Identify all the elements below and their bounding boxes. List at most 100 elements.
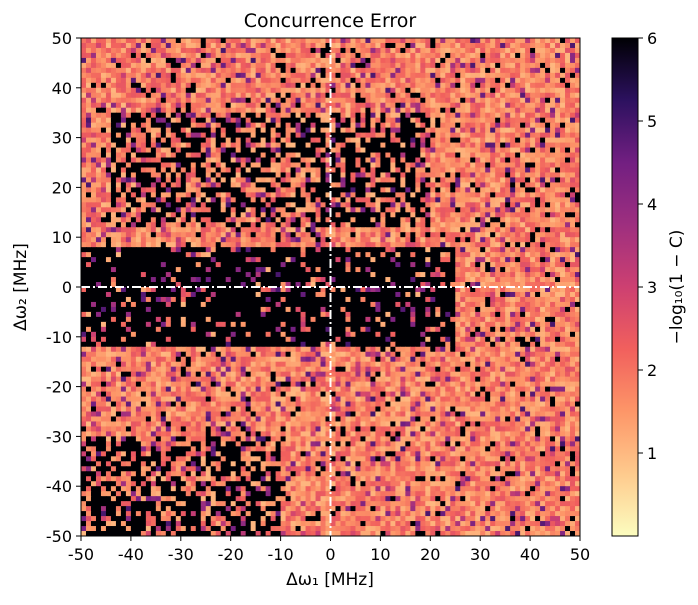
heatmap-cell: [160, 122, 167, 129]
heatmap-cell: [510, 212, 516, 218]
heatmap-cell: [210, 197, 217, 203]
heatmap-cell: [370, 257, 377, 263]
heatmap-cell: [245, 57, 252, 64]
heatmap-cell: [215, 52, 222, 59]
heatmap-cell: [535, 72, 541, 79]
heatmap-cell: [100, 82, 107, 89]
heatmap-cell: [140, 187, 147, 193]
heatmap-cell: [81, 77, 87, 84]
heatmap-cell: [100, 172, 107, 179]
heatmap-cell: [380, 142, 386, 149]
heatmap-cell: [370, 227, 377, 233]
heatmap-cell: [225, 137, 232, 144]
heatmap-cell: [445, 217, 451, 223]
heatmap-cell: [300, 172, 307, 179]
heatmap-cell: [285, 242, 292, 248]
heatmap-cell: [81, 247, 87, 253]
heatmap-cell: [160, 267, 167, 273]
heatmap-cell: [515, 252, 521, 258]
heatmap-cell: [165, 47, 172, 54]
heatmap-cell: [555, 117, 561, 124]
heatmap-cell: [225, 42, 232, 49]
heatmap-cell: [390, 222, 396, 228]
heatmap-cell: [490, 102, 496, 109]
heatmap-cell: [320, 182, 327, 188]
heatmap-cell: [420, 127, 426, 134]
heatmap-cell: [340, 147, 347, 154]
heatmap-cell: [420, 202, 426, 208]
heatmap-cell: [235, 227, 242, 233]
heatmap-cell: [415, 197, 421, 203]
heatmap-cell: [325, 162, 332, 169]
heatmap-cell: [350, 117, 357, 124]
heatmap-cell: [85, 47, 92, 54]
heatmap-cell: [250, 202, 257, 208]
heatmap-cell: [480, 182, 486, 188]
heatmap-cell: [510, 217, 516, 223]
heatmap-cell: [335, 82, 342, 89]
heatmap-cell: [190, 267, 197, 273]
heatmap-cell: [355, 82, 362, 89]
heatmap-cell: [95, 112, 102, 119]
heatmap-cell: [235, 102, 242, 109]
heatmap-cell: [565, 102, 571, 109]
heatmap-cell: [105, 137, 112, 144]
heatmap-cell: [395, 177, 401, 184]
heatmap-cell: [130, 122, 137, 129]
heatmap-cell: [215, 157, 222, 164]
heatmap-cell: [535, 87, 541, 94]
heatmap-cell: [565, 277, 571, 283]
heatmap-cell: [455, 57, 461, 64]
heatmap-cell: [105, 147, 112, 154]
heatmap-cell: [305, 102, 312, 109]
heatmap-cell: [560, 232, 566, 238]
heatmap-cell: [180, 62, 187, 69]
heatmap-cell: [525, 277, 531, 283]
heatmap-cell: [285, 72, 292, 79]
heatmap-cell: [210, 167, 217, 174]
heatmap-cell: [315, 147, 322, 154]
heatmap-cell: [370, 107, 377, 114]
heatmap-cell: [340, 52, 347, 59]
heatmap-cell: [195, 87, 202, 94]
heatmap-cell: [81, 162, 87, 169]
heatmap-cell: [490, 277, 496, 283]
heatmap-cell: [300, 82, 307, 89]
heatmap-cell: [90, 182, 97, 188]
heatmap-cell: [505, 47, 511, 54]
heatmap-cell: [200, 217, 207, 223]
heatmap-cell: [260, 162, 267, 169]
heatmap-cell: [210, 217, 217, 223]
heatmap-cell: [265, 72, 272, 79]
heatmap-cell: [390, 252, 396, 258]
heatmap-cell: [81, 38, 87, 44]
heatmap-cell: [425, 192, 431, 198]
heatmap-cell: [165, 112, 172, 119]
heatmap-cell: [160, 192, 167, 198]
heatmap-cell: [440, 162, 446, 169]
heatmap-cell: [200, 92, 207, 99]
heatmap-cell: [120, 82, 127, 89]
heatmap-cell: [95, 67, 102, 74]
heatmap-cell: [180, 257, 187, 263]
heatmap-cell: [480, 262, 486, 268]
heatmap-cell: [250, 197, 257, 203]
heatmap-cell: [105, 277, 112, 283]
heatmap-cell: [180, 252, 187, 258]
heatmap-cell: [245, 127, 252, 134]
heatmap-cell: [295, 57, 302, 64]
heatmap-cell: [145, 177, 152, 184]
heatmap-cell: [110, 212, 117, 218]
heatmap-cell: [210, 172, 217, 179]
heatmap-cell: [400, 187, 406, 193]
heatmap-cell: [235, 212, 242, 218]
heatmap-cell: [290, 122, 297, 129]
heatmap-cell: [365, 47, 372, 54]
heatmap-cell: [460, 72, 466, 79]
heatmap-cell: [125, 202, 132, 208]
heatmap-cell: [555, 137, 561, 144]
heatmap-cell: [155, 262, 162, 268]
heatmap-cell: [450, 217, 456, 223]
heatmap-cell: [205, 252, 212, 258]
heatmap-cell: [455, 77, 461, 84]
